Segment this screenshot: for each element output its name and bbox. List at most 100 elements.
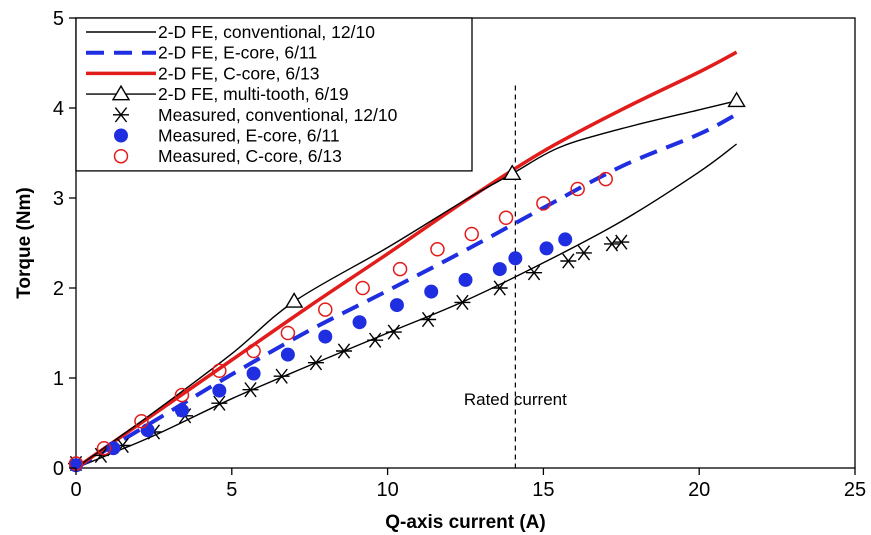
data-point <box>280 347 295 362</box>
data-point <box>212 363 227 379</box>
x-axis-title: Q-axis current (A) <box>385 512 545 533</box>
legend: 2-D FE, conventional, 12/102-D FE, E-cor… <box>75 17 473 172</box>
data-point <box>280 325 296 341</box>
series-7 <box>68 171 613 471</box>
series-line <box>75 143 738 469</box>
asterisk-stroke <box>493 280 506 296</box>
data-point <box>539 241 554 256</box>
data-point <box>727 91 746 108</box>
y-tick-label: 3 <box>53 188 64 210</box>
legend-entry: 2-D FE, C-core, 6/13 <box>86 63 319 83</box>
asterisk-stroke <box>275 368 288 384</box>
asterisk-stroke <box>244 382 257 398</box>
data-point <box>355 280 370 296</box>
asterisk-stroke <box>114 107 128 123</box>
data-point <box>454 294 471 311</box>
data-point <box>284 292 304 308</box>
data-point <box>526 265 543 281</box>
legend-label: 2-D FE, multi-tooth, 6/19 <box>158 84 349 104</box>
y-axis-title: Torque (Nm) <box>14 187 35 299</box>
data-point <box>420 311 437 328</box>
data-point <box>140 423 155 438</box>
data-point <box>352 315 367 330</box>
data-point <box>96 440 112 456</box>
y-tick-label: 1 <box>53 368 64 390</box>
series-3 <box>75 50 738 470</box>
asterisk-stroke <box>309 355 323 371</box>
data-point <box>246 366 261 381</box>
legend-entry: 2-D FE, conventional, 12/10 <box>86 22 375 42</box>
x-tick-label: 10 <box>376 479 398 501</box>
asterisk-stroke <box>527 265 541 281</box>
series-6 <box>69 232 573 473</box>
asterisk-stroke <box>577 245 591 261</box>
x-tick-label: 15 <box>532 479 554 501</box>
data-point <box>598 171 613 187</box>
x-tick-label: 0 <box>70 479 81 501</box>
series-1 <box>75 143 738 469</box>
data-point <box>430 242 445 257</box>
asterisk-stroke <box>94 447 108 464</box>
data-point <box>242 382 259 398</box>
series-line <box>74 112 738 470</box>
data-point <box>385 324 402 340</box>
legend-label: Measured, E-core, 6/11 <box>158 126 340 146</box>
data-point <box>92 447 109 464</box>
data-point <box>603 236 620 252</box>
data-point <box>613 234 630 250</box>
data-point <box>273 368 290 384</box>
series-line <box>75 50 738 470</box>
asterisk-stroke <box>387 324 400 340</box>
asterisk-stroke <box>562 253 575 269</box>
data-point <box>335 343 352 359</box>
legend-entry: Measured, C-core, 6/13 <box>113 146 342 166</box>
legend-entry: Measured, E-core, 6/11 <box>114 126 340 146</box>
legend-label: 2-D FE, E-core, 6/11 <box>158 43 317 63</box>
legend-entry: 2-D FE, E-core, 6/11 <box>86 43 317 63</box>
asterisk-stroke <box>337 343 351 359</box>
data-point <box>575 245 592 261</box>
data-point <box>424 284 439 299</box>
legend-marker <box>113 148 129 164</box>
asterisk-stroke <box>368 332 382 348</box>
legend-marker <box>113 107 129 123</box>
data-point <box>508 251 523 266</box>
data-point <box>570 181 585 197</box>
data-point <box>134 413 149 429</box>
data-point <box>498 210 514 226</box>
data-point <box>491 280 508 296</box>
series-4 <box>75 91 746 469</box>
data-point <box>307 355 324 371</box>
data-point <box>318 329 333 344</box>
legend-entry: 2-D FE, multi-tooth, 6/19 <box>86 84 349 104</box>
legend-label: 2-D FE, conventional, 12/10 <box>158 22 375 42</box>
data-point <box>174 387 190 403</box>
x-tick-label: 25 <box>844 479 866 501</box>
legend-entry: Measured, conventional, 12/10 <box>113 105 398 125</box>
asterisk-stroke <box>421 311 435 328</box>
legend-label: Measured, conventional, 12/10 <box>158 105 398 125</box>
data-point <box>211 395 228 411</box>
y-tick-label: 2 <box>53 278 64 300</box>
legend-marker <box>114 128 128 143</box>
data-point <box>392 261 408 277</box>
legend-marker <box>111 84 131 101</box>
series-2 <box>74 112 738 470</box>
data-point <box>246 343 261 359</box>
data-point <box>367 332 384 348</box>
data-point <box>492 262 507 277</box>
asterisk-stroke <box>605 236 619 252</box>
data-point <box>558 232 573 247</box>
asterisk-stroke <box>456 294 469 311</box>
asterisk-stroke <box>213 395 226 411</box>
data-point <box>536 196 551 211</box>
y-tick-label: 4 <box>53 98 64 120</box>
data-point <box>389 298 404 313</box>
y-tick-label: 0 <box>53 458 64 480</box>
data-point <box>318 302 333 317</box>
legend-label: 2-D FE, C-core, 6/13 <box>158 63 319 83</box>
asterisk-stroke <box>615 234 628 250</box>
data-point <box>503 164 522 181</box>
